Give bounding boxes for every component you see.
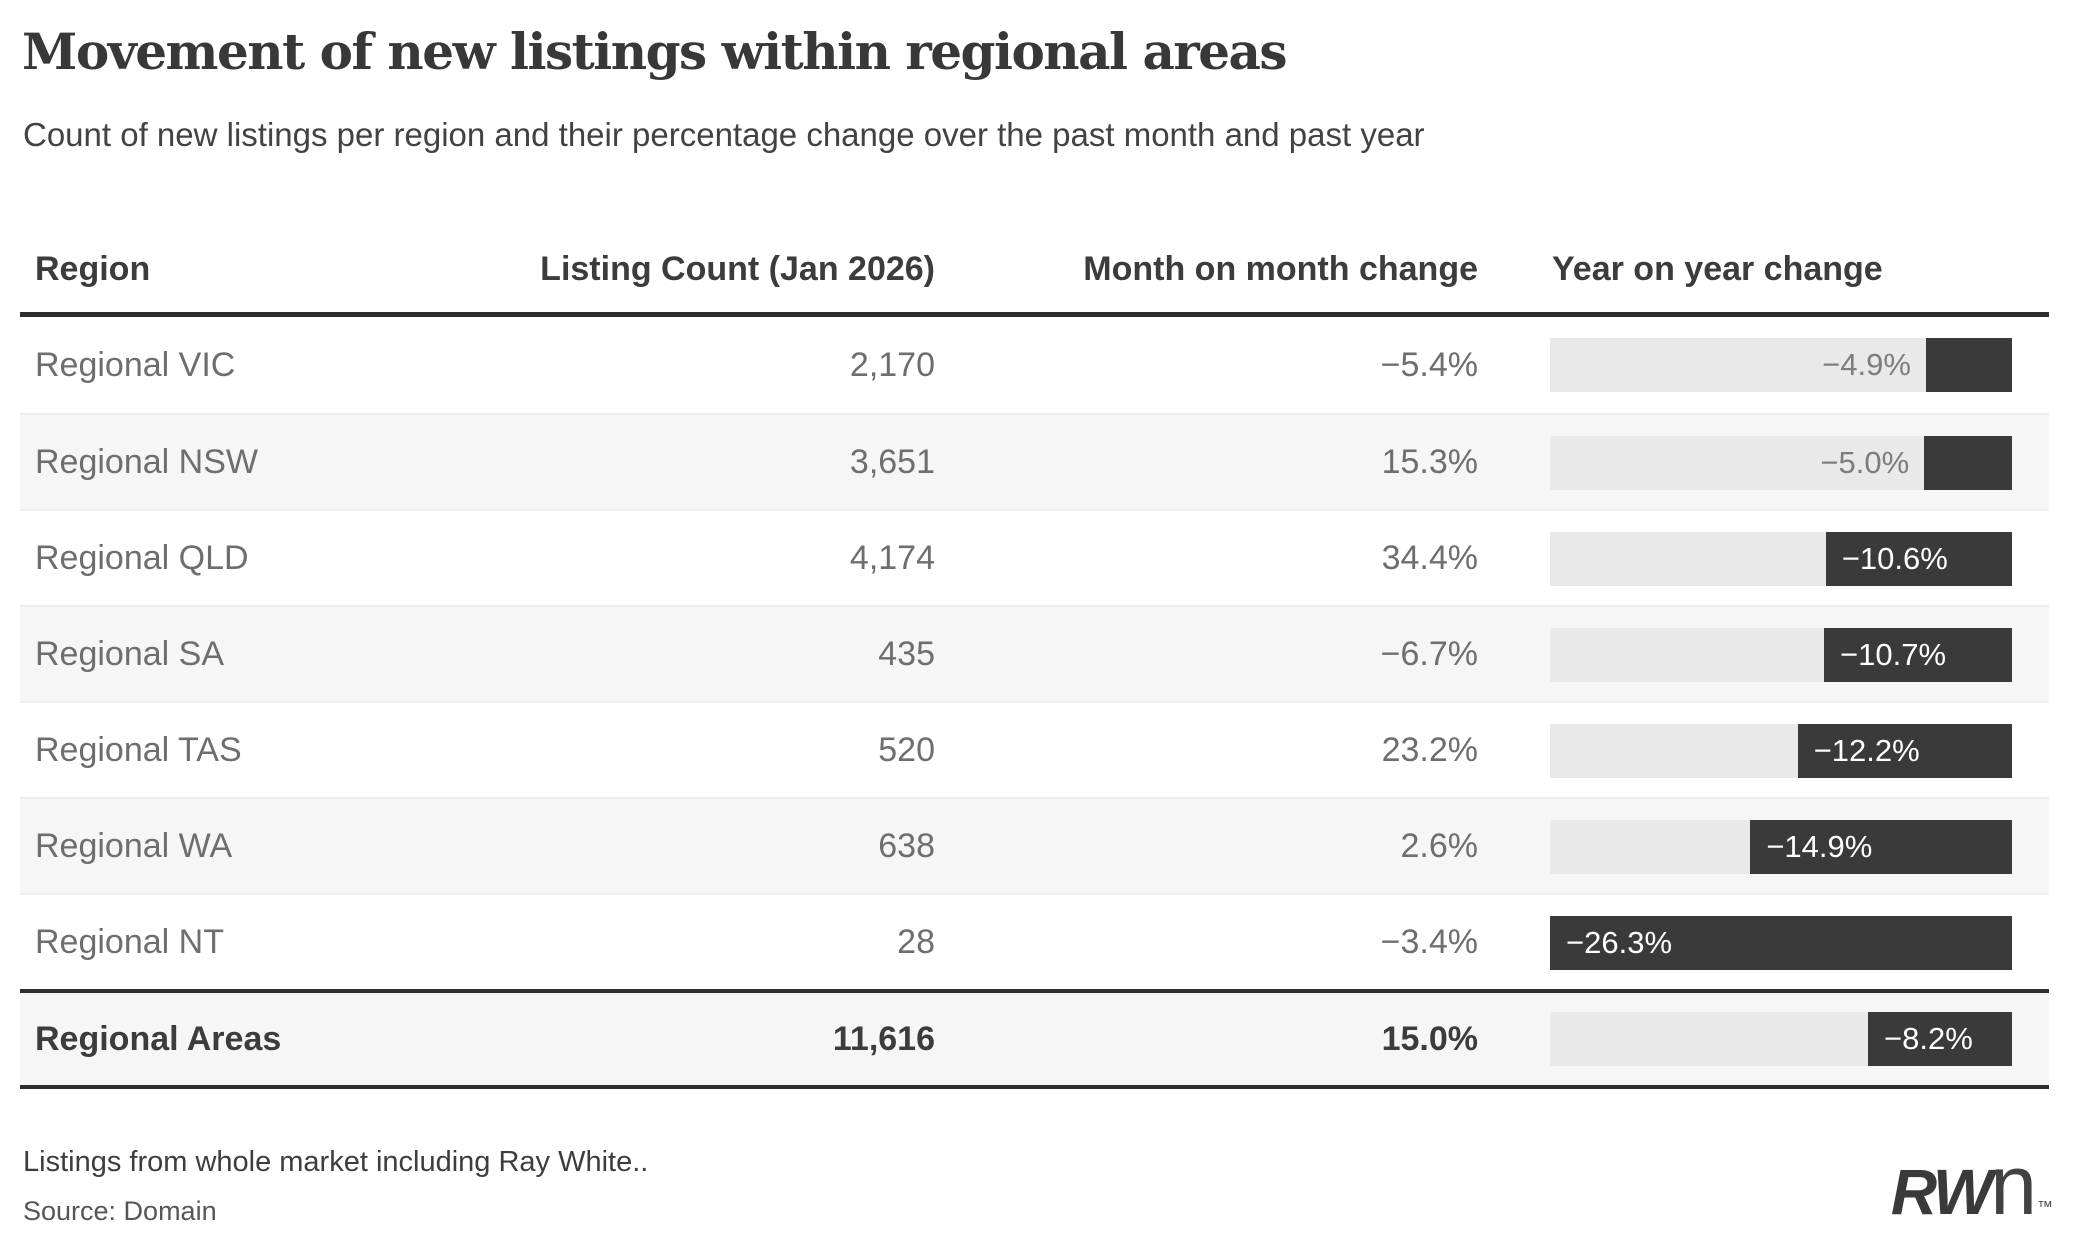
year-change-bar-label: −10.7% xyxy=(1840,637,1947,672)
year-change-bar: −10.7% xyxy=(1824,628,2012,682)
column-header-listing-count: Listing Count (Jan 2026) xyxy=(540,249,935,288)
rwn-logo: RW n ™ xyxy=(1890,1138,2053,1232)
column-header-month-change: Month on month change xyxy=(1083,249,1478,288)
month-change-cell: 15.3% xyxy=(1381,442,1478,481)
column-header-year-change: Year on year change xyxy=(1552,249,1883,288)
listing-count-cell: 435 xyxy=(878,634,935,673)
listing-count-cell: 28 xyxy=(897,922,935,961)
listing-count-cell: 2,170 xyxy=(849,345,935,384)
month-change-cell: 15.0% xyxy=(1381,1019,1478,1058)
table-row: Regional TAS 520 23.2% −12.2% xyxy=(20,701,2049,797)
year-change-bar xyxy=(1924,436,2012,490)
column-header-region: Region xyxy=(35,249,151,288)
page-subtitle: Count of new listings per region and the… xyxy=(23,116,1425,153)
region-cell: Regional NSW xyxy=(35,442,258,481)
month-change-cell: −3.4% xyxy=(1380,922,1478,961)
rwn-logo-trademark: ™ xyxy=(2037,1199,2053,1216)
year-change-bar xyxy=(1925,338,2012,392)
header-rule xyxy=(20,312,2049,317)
region-cell: Regional WA xyxy=(35,826,233,865)
listing-count-cell: 520 xyxy=(878,730,935,769)
rwn-logo-rw: RW xyxy=(1890,1156,1993,1228)
region-cell: Regional SA xyxy=(35,634,225,673)
region-cell: Regional Areas xyxy=(35,1019,282,1058)
table-total-row: Regional Areas 11,616 15.0% −8.2% xyxy=(20,993,2049,1085)
year-change-bar-label: −12.2% xyxy=(1813,733,1920,768)
table-row: Regional NSW 3,651 15.3% −5.0% xyxy=(20,413,2049,509)
table-row: Regional QLD 4,174 34.4% −10.6% xyxy=(20,509,2049,605)
year-change-bar-track: −8.2% xyxy=(1550,1012,2012,1066)
year-change-bar-track: −14.9% xyxy=(1550,820,2012,874)
table-row: Regional WA 638 2.6% −14.9% xyxy=(20,797,2049,893)
year-change-bar-label: −26.3% xyxy=(1566,925,1673,960)
year-change-bar-track: −10.7% xyxy=(1550,628,2012,682)
year-change-bar-track: −10.6% xyxy=(1550,532,2012,586)
region-cell: Regional QLD xyxy=(35,538,249,577)
table-row: Regional NT 28 −3.4% −26.3% xyxy=(20,893,2049,989)
year-change-bar-label: −4.9% xyxy=(1822,347,1911,382)
year-change-bar: −26.3% xyxy=(1550,916,2012,970)
year-change-bar-label: −10.6% xyxy=(1841,541,1948,576)
listing-count-cell: 4,174 xyxy=(849,538,935,577)
month-change-cell: −6.7% xyxy=(1380,634,1478,673)
region-cell: Regional VIC xyxy=(35,345,236,384)
table-bottom-rule xyxy=(20,1085,2049,1089)
year-change-bar: −14.9% xyxy=(1750,820,2012,874)
year-change-bar-label: −8.2% xyxy=(1884,1021,1973,1056)
page-title: Movement of new listings within regional… xyxy=(22,22,1288,81)
year-change-bar-track: −12.2% xyxy=(1550,724,2012,778)
year-change-bar: −12.2% xyxy=(1797,724,2012,778)
month-change-cell: 2.6% xyxy=(1400,826,1479,865)
month-change-cell: 23.2% xyxy=(1381,730,1478,769)
listing-count-cell: 3,651 xyxy=(849,442,935,481)
year-change-bar-label: −5.0% xyxy=(1820,445,1910,480)
region-cell: Regional TAS xyxy=(35,730,242,769)
year-change-bar-track: −26.3% xyxy=(1550,916,2012,970)
listing-count-cell: 11,616 xyxy=(832,1019,935,1058)
total-separator-rule xyxy=(20,989,2049,993)
source-note: Source: Domain xyxy=(23,1196,217,1226)
month-change-cell: −5.4% xyxy=(1380,345,1478,384)
year-change-bar: −8.2% xyxy=(1868,1012,2012,1066)
year-change-bar-track: −5.0% xyxy=(1550,436,2012,490)
year-change-bar-track: −4.9% xyxy=(1550,338,2012,392)
month-change-cell: 34.4% xyxy=(1381,538,1478,577)
table-row: Regional SA 435 −6.7% −10.7% xyxy=(20,605,2049,701)
listings-table-body: Regional VIC 2,170 −5.4% −4.9% Regional … xyxy=(20,317,2049,1089)
footnote: Listings from whole market including Ray… xyxy=(23,1146,649,1178)
year-change-bar: −10.6% xyxy=(1825,532,2012,586)
region-cell: Regional NT xyxy=(35,922,224,961)
year-change-bar-label: −14.9% xyxy=(1766,829,1873,864)
table-row: Regional VIC 2,170 −5.4% −4.9% xyxy=(20,317,2049,413)
rwn-logo-n: n xyxy=(1990,1138,2037,1232)
listing-count-cell: 638 xyxy=(878,826,935,865)
